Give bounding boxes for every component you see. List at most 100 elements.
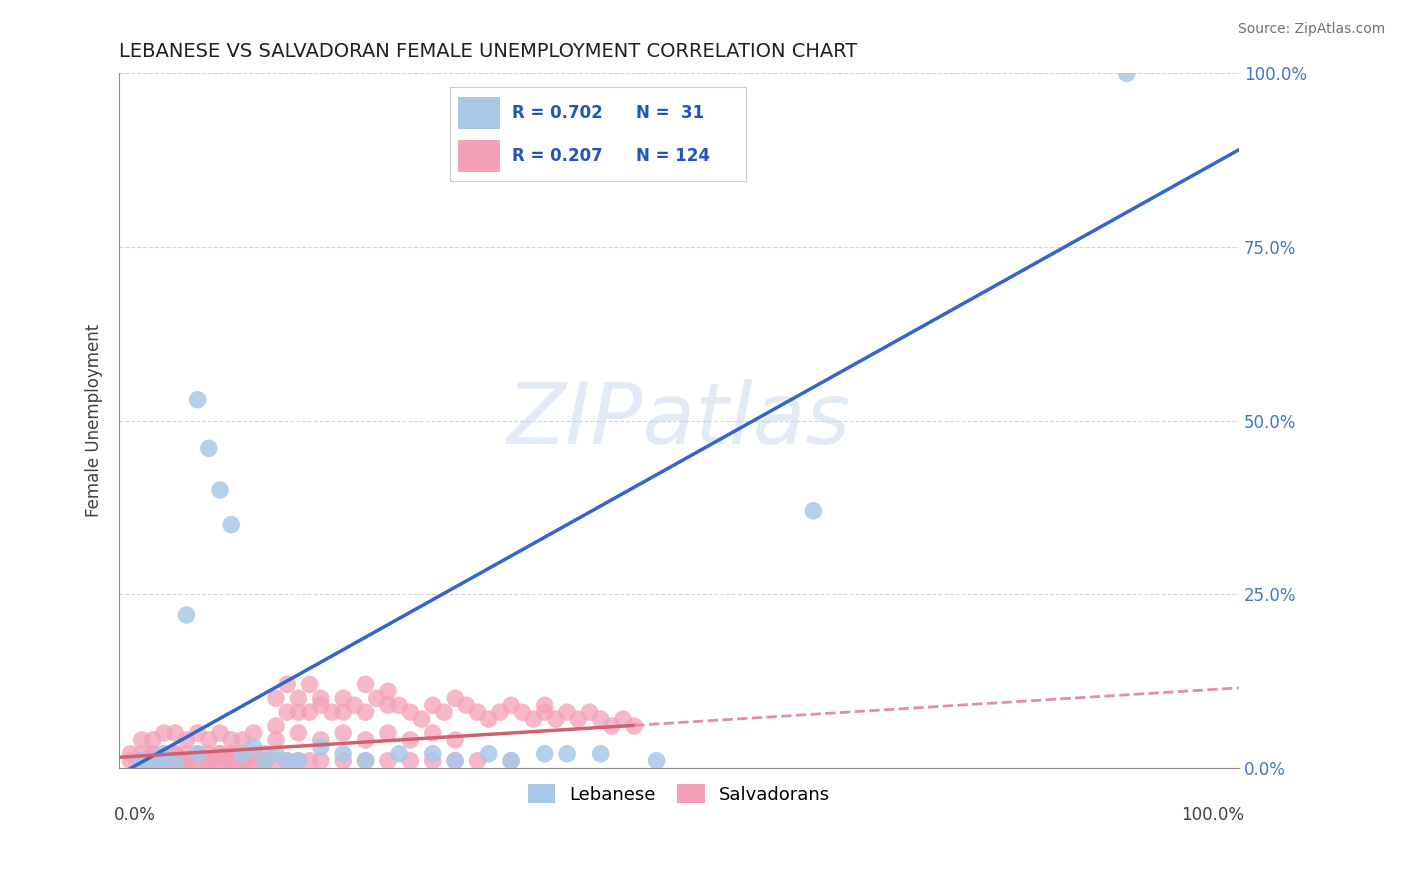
Point bbox=[165, 754, 187, 768]
Point bbox=[354, 705, 377, 719]
Point bbox=[555, 747, 578, 761]
Point bbox=[287, 705, 309, 719]
Point bbox=[165, 754, 187, 768]
Point bbox=[176, 607, 198, 622]
Point bbox=[287, 726, 309, 740]
Point bbox=[444, 754, 467, 768]
Text: LEBANESE VS SALVADORAN FEMALE UNEMPLOYMENT CORRELATION CHART: LEBANESE VS SALVADORAN FEMALE UNEMPLOYME… bbox=[120, 42, 858, 61]
Point bbox=[366, 691, 388, 706]
Point bbox=[332, 691, 354, 706]
Point bbox=[456, 698, 478, 713]
Point bbox=[276, 677, 298, 691]
Point bbox=[589, 712, 612, 726]
Point bbox=[533, 698, 555, 713]
Point bbox=[208, 754, 231, 768]
Point bbox=[399, 733, 422, 747]
Point bbox=[231, 747, 253, 761]
Point bbox=[165, 747, 187, 761]
Legend: Lebanese, Salvadorans: Lebanese, Salvadorans bbox=[520, 777, 838, 811]
Point bbox=[264, 719, 287, 733]
Point bbox=[433, 705, 456, 719]
Point bbox=[354, 754, 377, 768]
Point bbox=[612, 712, 634, 726]
Point bbox=[422, 698, 444, 713]
Point bbox=[187, 747, 209, 761]
Point bbox=[219, 733, 242, 747]
Point bbox=[264, 754, 287, 768]
Point bbox=[131, 747, 153, 761]
Point bbox=[388, 698, 411, 713]
Point bbox=[231, 733, 253, 747]
Point bbox=[176, 733, 198, 747]
Point bbox=[399, 754, 422, 768]
Point bbox=[501, 698, 523, 713]
Point bbox=[231, 754, 253, 768]
Point bbox=[264, 747, 287, 761]
Point bbox=[467, 754, 489, 768]
Point bbox=[388, 747, 411, 761]
Point bbox=[533, 705, 555, 719]
Point bbox=[276, 754, 298, 768]
Point bbox=[242, 747, 264, 761]
Text: 0.0%: 0.0% bbox=[114, 805, 156, 824]
Point bbox=[187, 754, 209, 768]
Point bbox=[298, 677, 321, 691]
Point bbox=[444, 691, 467, 706]
Point bbox=[332, 726, 354, 740]
Point bbox=[544, 712, 567, 726]
Point bbox=[354, 677, 377, 691]
Point bbox=[242, 754, 264, 768]
Point bbox=[253, 754, 276, 768]
Point bbox=[219, 754, 242, 768]
Point bbox=[567, 712, 589, 726]
Point bbox=[253, 754, 276, 768]
Point bbox=[377, 698, 399, 713]
Point bbox=[198, 754, 221, 768]
Point bbox=[198, 733, 221, 747]
Point bbox=[522, 712, 544, 726]
Point bbox=[287, 691, 309, 706]
Point bbox=[309, 754, 332, 768]
Point bbox=[276, 705, 298, 719]
Point bbox=[422, 747, 444, 761]
Point bbox=[131, 754, 153, 768]
Point bbox=[142, 754, 165, 768]
Point bbox=[276, 754, 298, 768]
Point bbox=[287, 754, 309, 768]
Text: ZIPatlas: ZIPatlas bbox=[508, 379, 851, 462]
Point bbox=[142, 754, 165, 768]
Point bbox=[142, 733, 165, 747]
Point bbox=[165, 747, 187, 761]
Point bbox=[219, 754, 242, 768]
Point bbox=[176, 747, 198, 761]
Point bbox=[120, 747, 142, 761]
Point bbox=[131, 733, 153, 747]
Point bbox=[153, 754, 176, 768]
Point bbox=[142, 747, 165, 761]
Point bbox=[332, 705, 354, 719]
Point bbox=[287, 754, 309, 768]
Point bbox=[187, 754, 209, 768]
Point bbox=[422, 754, 444, 768]
Point bbox=[623, 719, 645, 733]
Point bbox=[187, 392, 209, 407]
Point bbox=[377, 684, 399, 698]
Point bbox=[467, 705, 489, 719]
Point bbox=[589, 747, 612, 761]
Point bbox=[208, 747, 231, 761]
Point bbox=[1115, 66, 1137, 80]
Point bbox=[131, 754, 153, 768]
Point bbox=[208, 754, 231, 768]
Point bbox=[198, 442, 221, 456]
Point bbox=[298, 705, 321, 719]
Point bbox=[242, 739, 264, 754]
Point bbox=[478, 712, 501, 726]
Point bbox=[377, 754, 399, 768]
Point bbox=[533, 747, 555, 761]
Point bbox=[142, 747, 165, 761]
Point bbox=[399, 705, 422, 719]
Point bbox=[165, 726, 187, 740]
Point bbox=[131, 754, 153, 768]
Point bbox=[208, 483, 231, 497]
Point bbox=[801, 504, 824, 518]
